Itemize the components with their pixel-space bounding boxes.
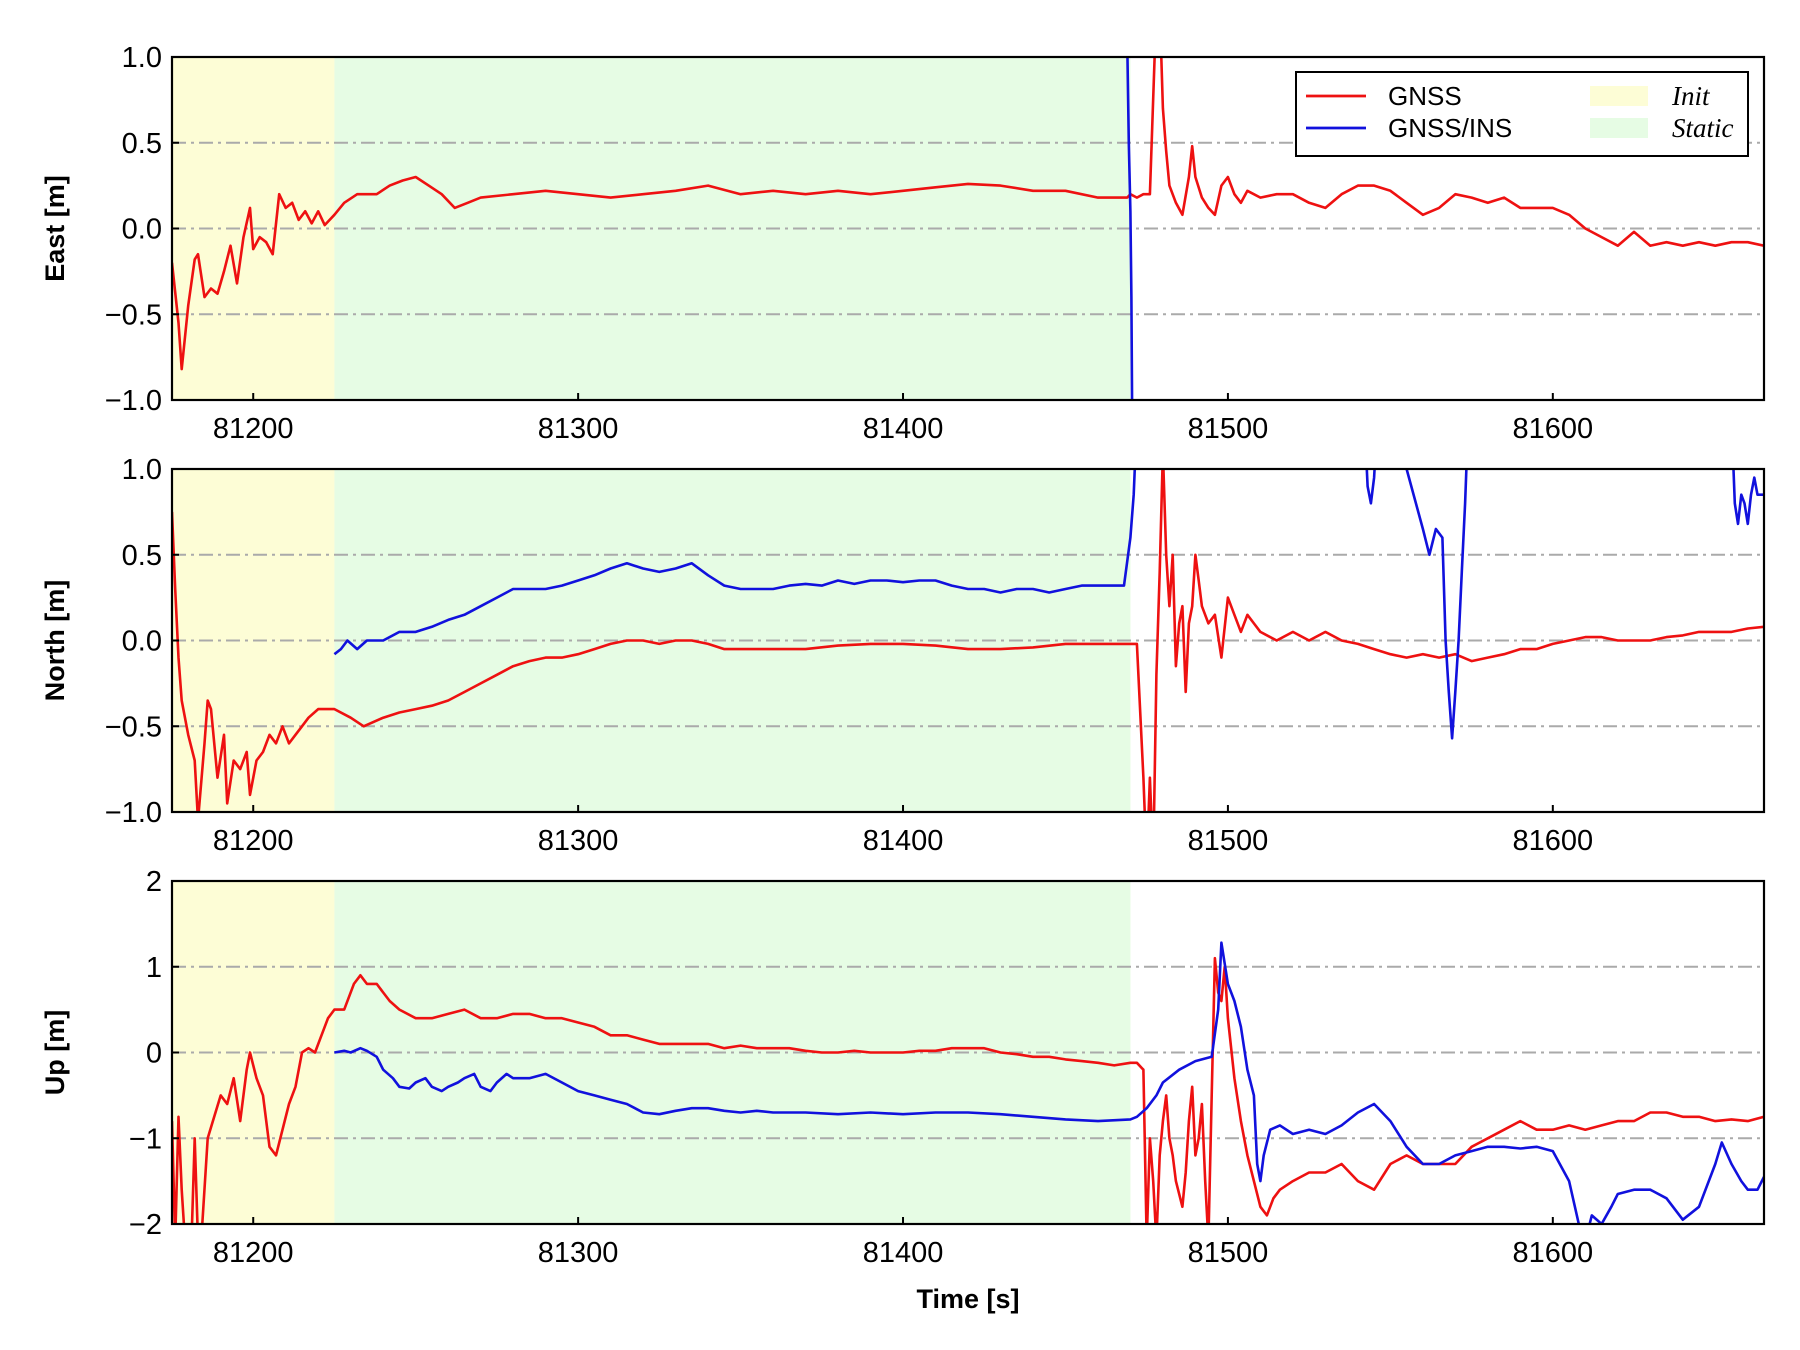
xtick-label-east: 81400	[863, 413, 944, 445]
panel-east: −1.0 −0.5 0.0 0.5 1.0 81200 81300 81400 81500 816…	[40, 42, 1766, 445]
xtick-label-east: 81500	[1188, 413, 1269, 445]
ytick-label-up: 0	[146, 1038, 162, 1070]
ylabel-up: Up [m]	[40, 1010, 70, 1095]
xtick-label-up: 81600	[1512, 1237, 1593, 1269]
ytick-label-east: 1.0	[122, 42, 162, 74]
ylabel-east: East [m]	[40, 175, 70, 282]
series-gnss-up-0	[172, 956, 1764, 1224]
ytick-label-north: −0.5	[105, 711, 162, 743]
legend-label-gnss-ins: GNSS/INS	[1388, 113, 1512, 143]
ytick-label-up: −1	[129, 1123, 162, 1155]
ytick-label-north: 0.0	[122, 626, 162, 658]
ytick-label-east: 0.5	[122, 128, 162, 160]
legend-label-init: Init	[1671, 81, 1711, 111]
ytick-label-up: 2	[146, 866, 162, 898]
series-gnss-east-0	[172, 57, 1764, 371]
ytick-label-north: −1.0	[105, 797, 162, 829]
xtick-label-north: 81400	[863, 825, 944, 857]
xtick-label-east: 81300	[538, 413, 619, 445]
series-gnss-ins-north-1	[333, 469, 1137, 656]
legend-label-gnss: GNSS	[1388, 81, 1462, 111]
series-gnss-ins-north-4	[1732, 469, 1764, 526]
ytick-label-north: 0.5	[122, 540, 162, 572]
series-group-north	[172, 469, 1764, 812]
xtick-label-up: 81400	[863, 1237, 944, 1269]
ytick-label-east: 0.0	[122, 214, 162, 246]
xtick-label-north: 81600	[1512, 825, 1593, 857]
legend-swatch-static	[1590, 118, 1648, 138]
xtick-label-east: 81600	[1512, 413, 1593, 445]
series-gnss-north-0	[172, 469, 1764, 812]
series-group-east	[172, 57, 1764, 400]
xlabel: Time [s]	[916, 1284, 1019, 1314]
xtick-label-north: 81500	[1188, 825, 1269, 857]
xtick-label-north: 81200	[213, 825, 294, 857]
xtick-label-up: 81300	[538, 1237, 619, 1269]
ytick-label-north: 1.0	[122, 454, 162, 486]
xtick-label-up: 81500	[1188, 1237, 1269, 1269]
series-group-up	[172, 941, 1764, 1224]
series-gnss-ins-east-1	[1126, 57, 1134, 400]
series-gnss-ins-up-1	[334, 941, 1764, 1224]
ytick-label-east: −0.5	[105, 299, 162, 331]
ytick-label-east: −1.0	[105, 385, 162, 417]
ylabel-north: North [m]	[40, 580, 70, 701]
xtick-label-east: 81200	[213, 413, 294, 445]
xtick-label-north: 81300	[538, 825, 619, 857]
ytick-label-up: 1	[146, 952, 162, 984]
legend-swatch-init	[1590, 86, 1648, 106]
ytick-label-up: −2	[129, 1209, 162, 1241]
xtick-label-up: 81200	[213, 1237, 294, 1269]
panel-north: −1.0 −0.5 0.0 0.5 1.0 81200 81300 81400 81500 816…	[40, 454, 1766, 857]
panel-up: −2 −1 0 1 2 81200 81300 81400 81500 81600 Up [m]	[40, 866, 1766, 1269]
legend-box	[1295, 71, 1749, 157]
legend-label-static: Static	[1672, 113, 1734, 143]
series-gnss-ins-north-3	[1405, 469, 1468, 740]
series-gnss-ins-north-2	[1365, 469, 1376, 505]
